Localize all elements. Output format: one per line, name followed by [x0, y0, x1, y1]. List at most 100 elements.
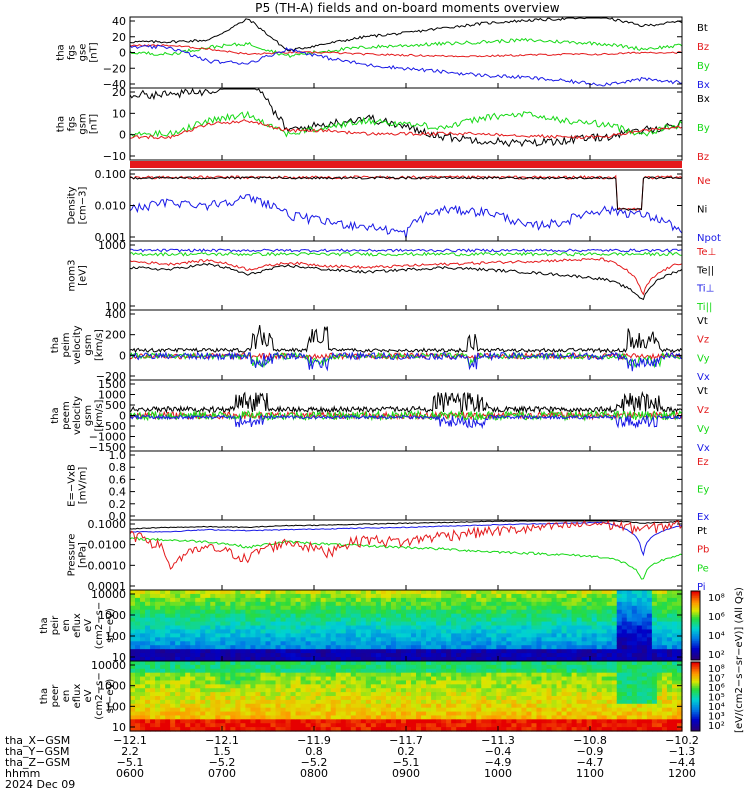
- peer-spectrogram-cell: [581, 688, 588, 693]
- peer-spectrogram-cell: [375, 688, 382, 693]
- peir-spectrogram-cell: [300, 605, 307, 611]
- peir-spectrogram-cell: [185, 637, 191, 642]
- peer-spectrogram-cell: [170, 727, 176, 732]
- peir-spectrogram-cell: [536, 641, 543, 646]
- peer-spectrogram-cell: [380, 672, 387, 678]
- peer-spectrogram-cell: [531, 707, 538, 713]
- peir-spectrogram-cell: [215, 637, 221, 642]
- peir-spectrogram-cell: [631, 625, 638, 631]
- peir-spectrogram-cell: [616, 621, 623, 627]
- peir-spectrogram-cell: [230, 629, 236, 634]
- peir-spectrogram-cell: [395, 609, 402, 615]
- peir-spectrogram-cell: [400, 649, 407, 654]
- ephemeris-value: 1200: [668, 767, 696, 780]
- peir-spectrogram-cell: [471, 641, 477, 646]
- peer-spectrogram-cell: [375, 672, 382, 678]
- peer-spectrogram-cell: [215, 703, 221, 709]
- peer-spectrogram-cell: [255, 711, 262, 717]
- peer-spectrogram-cell: [320, 715, 327, 720]
- peer-spectrogram-cell: [531, 699, 538, 705]
- peer-spectrogram-cell: [340, 680, 347, 685]
- peir-spectrogram-cell: [295, 593, 302, 599]
- peir-spectrogram-cell: [536, 653, 543, 658]
- peer-spectrogram-cell: [566, 661, 573, 666]
- peer-spectrogram-cell: [436, 727, 442, 732]
- peir-spectrogram-cell: [576, 649, 583, 654]
- peir-spectrogram-cell: [130, 657, 136, 662]
- peir-spectrogram-cell: [571, 625, 578, 631]
- peer-spectrogram-cell: [135, 664, 141, 670]
- peir-spectrogram-cell: [380, 629, 387, 634]
- peer-spectrogram-cell: [230, 676, 236, 682]
- peer-spectrogram-cell: [325, 715, 332, 720]
- peir-spectrogram-cell: [566, 590, 573, 595]
- peir-spectrogram-cell: [631, 597, 638, 603]
- peer-spectrogram-cell: [551, 703, 558, 709]
- peir-spectrogram-cell: [340, 593, 347, 599]
- peir-spectrogram-cell: [255, 593, 262, 599]
- colorbar-upper-step: [691, 653, 700, 656]
- peir-spectrogram-cell: [671, 609, 678, 615]
- ephemeris-row-label: tha_Y−GSM: [5, 745, 70, 758]
- peir-spectrogram-cell: [441, 653, 447, 658]
- peer-spectrogram-cell: [461, 680, 467, 685]
- peer-spectrogram-cell: [205, 703, 211, 709]
- peer-spectrogram-cell: [456, 680, 462, 685]
- peir-spectrogram-cell: [551, 645, 558, 650]
- peer-spectrogram-cell: [601, 676, 608, 682]
- colorbar-upper-step: [691, 615, 700, 618]
- peir-spectrogram-cell: [145, 609, 151, 615]
- peer-spectrogram-cell: [656, 676, 663, 682]
- peir-spectrogram-cell: [496, 637, 502, 642]
- peir-spectrogram-cell: [340, 633, 347, 638]
- peer-spectrogram-cell: [606, 719, 613, 724]
- peir-spectrogram-cell: [320, 641, 327, 646]
- peer-spectrogram-cell: [631, 668, 638, 674]
- ytick-label-peer-spec: 10000: [91, 659, 126, 672]
- peir-spectrogram-cell: [616, 629, 623, 634]
- peer-spectrogram-cell: [501, 711, 507, 717]
- peer-spectrogram-cell: [496, 699, 502, 705]
- peir-spectrogram-cell: [330, 617, 337, 623]
- peer-spectrogram-cell: [395, 707, 402, 713]
- peer-spectrogram-cell: [491, 715, 497, 720]
- peir-spectrogram-cell: [436, 629, 442, 634]
- peer-spectrogram-cell: [265, 711, 272, 717]
- peir-spectrogram-cell: [586, 601, 593, 607]
- peer-spectrogram-cell: [375, 727, 382, 732]
- peer-spectrogram-cell: [385, 680, 392, 685]
- peer-spectrogram-cell: [130, 696, 136, 701]
- peer-spectrogram-cell: [441, 696, 447, 701]
- peer-spectrogram-cell: [275, 719, 282, 724]
- peer-spectrogram-cell: [225, 672, 231, 678]
- peer-spectrogram-cell: [461, 664, 467, 670]
- peir-spectrogram-cell: [431, 637, 437, 642]
- peer-spectrogram-cell: [130, 688, 136, 693]
- peir-spectrogram-cell: [230, 641, 236, 646]
- peir-spectrogram-cell: [350, 597, 357, 603]
- peer-spectrogram-cell: [501, 703, 507, 709]
- peir-spectrogram-cell: [285, 609, 292, 615]
- peer-spectrogram-cell: [155, 715, 161, 720]
- peer-spectrogram-cell: [205, 688, 211, 693]
- peer-spectrogram-cell: [411, 727, 417, 732]
- peer-spectrogram-cell: [265, 707, 272, 713]
- peir-spectrogram-cell: [165, 653, 171, 658]
- peer-spectrogram-cell: [200, 711, 206, 717]
- peir-spectrogram-cell: [365, 601, 372, 607]
- peir-spectrogram-cell: [456, 605, 462, 611]
- peer-spectrogram-cell: [516, 680, 523, 685]
- peer-spectrogram-cell: [471, 692, 477, 697]
- ephemeris-value: −5.1: [392, 756, 420, 769]
- legend-peem-velocity-Vz: Vz: [697, 405, 709, 416]
- peer-spectrogram-cell: [671, 719, 678, 724]
- peer-spectrogram-cell: [350, 699, 357, 705]
- peer-spectrogram-cell: [666, 676, 673, 682]
- peir-spectrogram-cell: [551, 633, 558, 638]
- peer-spectrogram-cell: [671, 692, 678, 697]
- ytick-label-peem-velocity: 1000: [98, 389, 126, 402]
- peir-spectrogram-cell: [421, 605, 427, 611]
- peer-spectrogram-cell: [416, 719, 422, 724]
- peer-spectrogram-cell: [511, 668, 517, 674]
- peer-spectrogram-cell: [626, 703, 633, 709]
